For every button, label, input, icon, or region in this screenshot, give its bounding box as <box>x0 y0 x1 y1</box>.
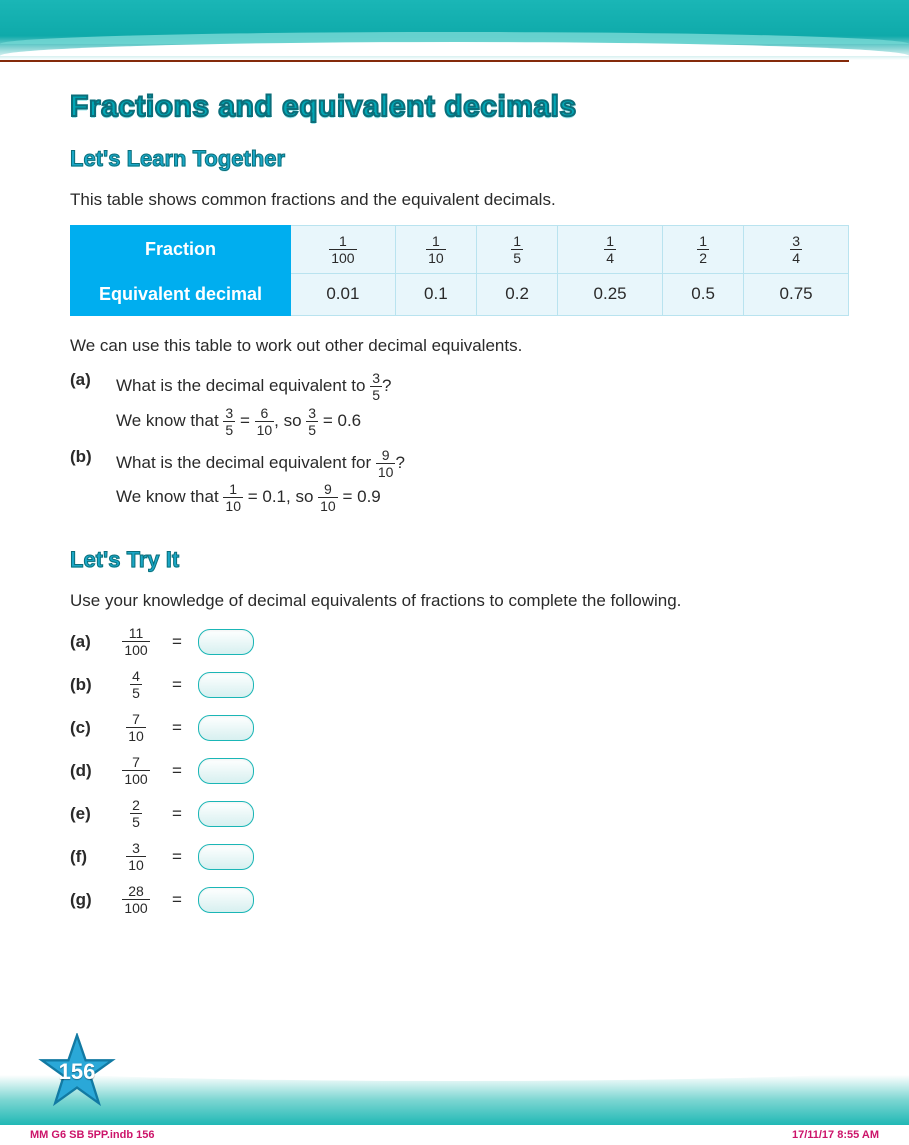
bottom-wave-cut <box>0 1067 909 1081</box>
decimal-cell: 0.75 <box>744 273 849 315</box>
worked-item-b: (b) What is the decimal equivalent for 9… <box>70 447 849 514</box>
exercise-item: (g) 28100 = <box>70 884 849 915</box>
item-text: What is the decimal equivalent for 910? … <box>116 447 405 514</box>
equals-sign: = <box>172 675 182 695</box>
fraction: 610 <box>255 406 275 437</box>
exercise-item: (c) 710 = <box>70 712 849 743</box>
exercise-item: (f) 310 = <box>70 841 849 872</box>
worked-item-a: (a) What is the decimal equivalent to 35… <box>70 370 849 437</box>
text-run: 0.1 <box>262 487 286 506</box>
answer-blank[interactable] <box>198 715 254 741</box>
fraction: 710 <box>126 712 146 743</box>
equals-sign: = <box>172 804 182 824</box>
exercise-item: (b) 45 = <box>70 669 849 700</box>
table-row: Equivalent decimal 0.01 0.1 0.2 0.25 0.5… <box>71 273 849 315</box>
text-run: = <box>240 411 255 430</box>
fraction: 35 <box>223 406 235 437</box>
bottom-wave-band <box>0 1075 909 1125</box>
answer-blank[interactable] <box>198 887 254 913</box>
wave-layer-2 <box>0 42 909 56</box>
page-number-star: 156 <box>38 1033 116 1111</box>
fraction: 34 <box>790 234 802 265</box>
fraction: 25 <box>130 798 142 829</box>
text-run: , so <box>274 411 306 430</box>
fraction: 14 <box>604 234 616 265</box>
print-footer: MM G6 SB 5PP.indb 156 17/11/17 8:55 AM <box>0 1125 909 1145</box>
fraction: 12 <box>697 234 709 265</box>
decimal-cell: 0.5 <box>662 273 743 315</box>
fraction: 910 <box>376 448 396 479</box>
fraction: 28100 <box>122 884 149 915</box>
row-header-fraction: Fraction <box>71 225 291 273</box>
fraction: 35 <box>306 406 318 437</box>
top-rule <box>0 60 849 62</box>
row-header-decimal: Equivalent decimal <box>71 273 291 315</box>
footer-right: 17/11/17 8:55 AM <box>792 1129 879 1141</box>
item-label: (e) <box>70 804 104 824</box>
answer-blank[interactable] <box>198 629 254 655</box>
item-label: (b) <box>70 447 104 514</box>
exercise-item: (d) 7100 = <box>70 755 849 786</box>
text-run: ? <box>382 376 391 395</box>
fraction: 310 <box>126 841 146 872</box>
equals-sign: = <box>172 890 182 910</box>
text-run: = <box>248 487 263 506</box>
equals-sign: = <box>172 718 182 738</box>
item-label: (g) <box>70 890 104 910</box>
decimal-cell: 0.2 <box>476 273 557 315</box>
worked-examples: (a) What is the decimal equivalent to 35… <box>70 370 849 513</box>
text-run: = <box>323 411 338 430</box>
fraction: 35 <box>370 371 382 402</box>
page-content: Fractions and equivalent decimals Let's … <box>0 60 909 915</box>
text-run: ? <box>395 453 404 472</box>
fraction: 910 <box>318 482 338 513</box>
item-label: (f) <box>70 847 104 867</box>
exercise-item: (e) 25 = <box>70 798 849 829</box>
fraction: 11100 <box>122 626 149 657</box>
item-label: (d) <box>70 761 104 781</box>
text-run: We know that <box>116 487 223 506</box>
learn-after-table: We can use this table to work out other … <box>70 334 849 359</box>
tryit-intro: Use your knowledge of decimal equivalent… <box>70 589 849 614</box>
item-label: (a) <box>70 632 104 652</box>
learn-heading: Let's Learn Together <box>70 146 849 172</box>
text-run: , so <box>286 487 318 506</box>
tryit-heading: Let's Try It <box>70 547 849 573</box>
fraction: 110 <box>223 482 243 513</box>
item-text: What is the decimal equivalent to 35? We… <box>116 370 391 437</box>
item-label: (a) <box>70 370 104 437</box>
text-run: We know that <box>116 411 223 430</box>
answer-blank[interactable] <box>198 801 254 827</box>
answer-value: 0.6 <box>337 411 361 430</box>
fraction: 45 <box>130 669 142 700</box>
item-label: (c) <box>70 718 104 738</box>
exercise-item: (a) 11100 = <box>70 626 849 657</box>
fraction-decimal-table: Fraction 1100 110 15 14 12 34 Equivalent… <box>70 225 849 316</box>
text-run: What is the decimal equivalent to <box>116 376 370 395</box>
text-run: What is the decimal equivalent for <box>116 453 376 472</box>
learn-intro: This table shows common fractions and th… <box>70 188 849 213</box>
page-number: 156 <box>59 1059 96 1085</box>
equals-sign: = <box>172 847 182 867</box>
decimal-cell: 0.01 <box>291 273 396 315</box>
footer-left: MM G6 SB 5PP.indb 156 <box>30 1129 155 1141</box>
answer-blank[interactable] <box>198 672 254 698</box>
page-title: Fractions and equivalent decimals <box>70 90 849 124</box>
answer-value: 0.9 <box>357 487 381 506</box>
item-label: (b) <box>70 675 104 695</box>
fraction: 15 <box>511 234 523 265</box>
top-wave-band <box>0 0 909 60</box>
equals-sign: = <box>172 632 182 652</box>
fraction: 7100 <box>122 755 149 786</box>
text-run: = <box>342 487 357 506</box>
answer-blank[interactable] <box>198 758 254 784</box>
decimal-cell: 0.1 <box>395 273 476 315</box>
answer-blank[interactable] <box>198 844 254 870</box>
table-row: Fraction 1100 110 15 14 12 34 <box>71 225 849 273</box>
decimal-cell: 0.25 <box>558 273 663 315</box>
fraction: 1100 <box>329 234 356 265</box>
fraction: 110 <box>426 234 446 265</box>
equals-sign: = <box>172 761 182 781</box>
exercise-list: (a) 11100 = (b) 45 = (c) 710 = (d) 7100 … <box>70 626 849 915</box>
